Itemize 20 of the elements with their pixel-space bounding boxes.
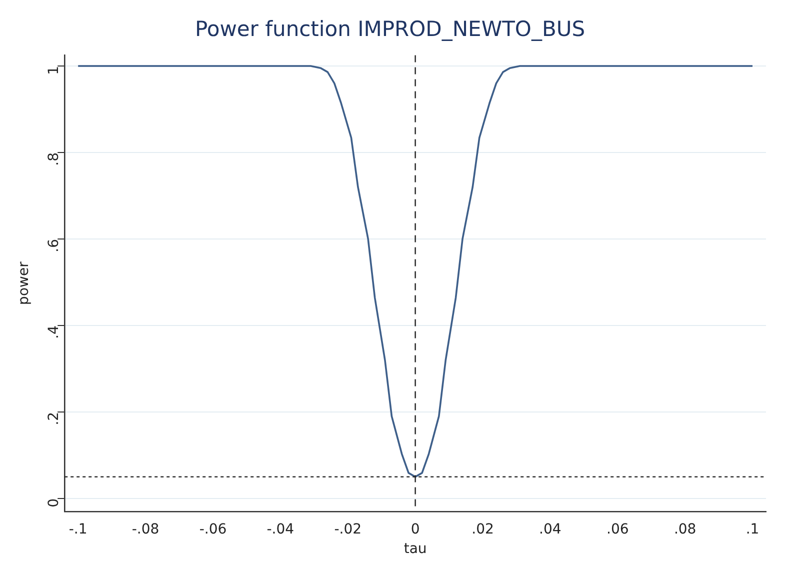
y-tick-label: 1 [46,66,62,75]
x-axis-title: tau [404,541,427,558]
x-tick-label: -.06 [199,521,227,538]
x-tick-label: .04 [539,521,562,538]
y-tick-label: .4 [46,325,62,339]
chart-title: Power function IMPROD_NEWTO_BUS [194,17,586,42]
y-tick-label: .8 [46,152,62,166]
y-axis-title: power [16,261,32,305]
x-tick-label: .08 [674,521,696,538]
x-tick-label: .06 [606,521,629,538]
y-tick-label: .2 [46,412,62,426]
x-tick-label: -.04 [266,521,294,538]
x-tick-label: -.1 [68,521,88,538]
x-tick-label: -.08 [132,521,160,538]
y-tick-label: .6 [46,238,62,252]
x-tick-label: -.02 [334,521,362,538]
y-tick-label: 0 [46,498,62,508]
x-tick-label: 0 [410,521,420,538]
x-tick-label: .1 [746,521,760,538]
x-tick-label: .02 [472,521,494,538]
